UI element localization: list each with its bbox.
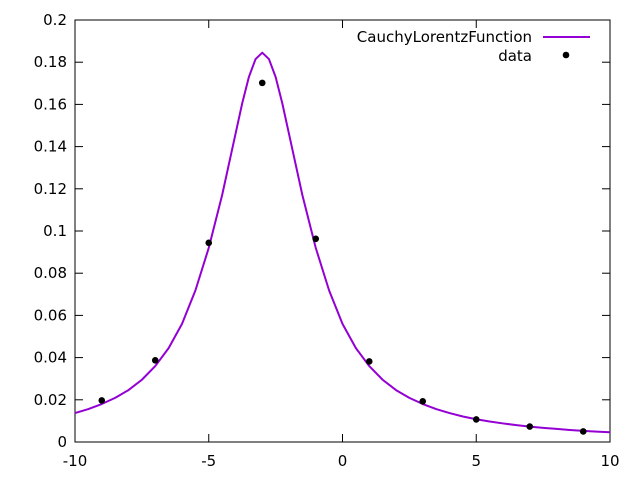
y-tick-label-0: 0	[57, 433, 67, 451]
data-point-2	[205, 239, 213, 247]
plot-area	[74, 19, 611, 443]
y-tick-label-10: 0.2	[43, 11, 67, 29]
data-point-0	[98, 397, 106, 404]
data-point-3	[258, 79, 266, 87]
series-layer	[74, 51, 611, 435]
y-tick-labels: 0 0.02 0.04 0.06 0.08 0.1 0.12 0.14 0.16 0.18 0.2	[34, 11, 67, 451]
y-tick-label-1: 0.02	[34, 391, 67, 409]
x-tick-label-3: 5	[471, 452, 481, 470]
ticks	[74, 19, 611, 443]
legend-label-data: data	[498, 47, 532, 65]
y-tick-label-3: 0.06	[34, 306, 67, 324]
data-point-7	[472, 416, 480, 423]
data-point-6	[419, 397, 427, 405]
data-point-4	[312, 235, 320, 243]
x-tick-label-2: 0	[338, 452, 348, 470]
legend: CauchyLorentzFunction data	[357, 28, 590, 65]
y-tick-label-2: 0.04	[34, 349, 67, 367]
series-line-cauchylorentz	[74, 51, 611, 434]
y-tick-label-6: 0.12	[34, 180, 67, 198]
data-point-1	[151, 357, 159, 364]
y-tick-label-5: 0.1	[43, 222, 67, 240]
x-tick-labels: -10 -5 0 5 10	[63, 452, 620, 470]
legend-label-curve: CauchyLorentzFunction	[357, 28, 532, 46]
data-point-5	[365, 358, 373, 365]
x-tick-label-1: -5	[201, 452, 216, 470]
y-tick-label-8: 0.16	[34, 95, 67, 113]
y-tick-label-9: 0.18	[34, 53, 67, 71]
legend-swatch-data	[562, 51, 570, 59]
x-tick-label-0: -10	[63, 452, 88, 470]
y-tick-label-4: 0.08	[34, 264, 67, 282]
y-tick-label-7: 0.14	[34, 138, 67, 156]
data-point-8	[526, 423, 534, 430]
data-point-9	[579, 428, 587, 435]
x-tick-label-4: 10	[600, 452, 619, 470]
